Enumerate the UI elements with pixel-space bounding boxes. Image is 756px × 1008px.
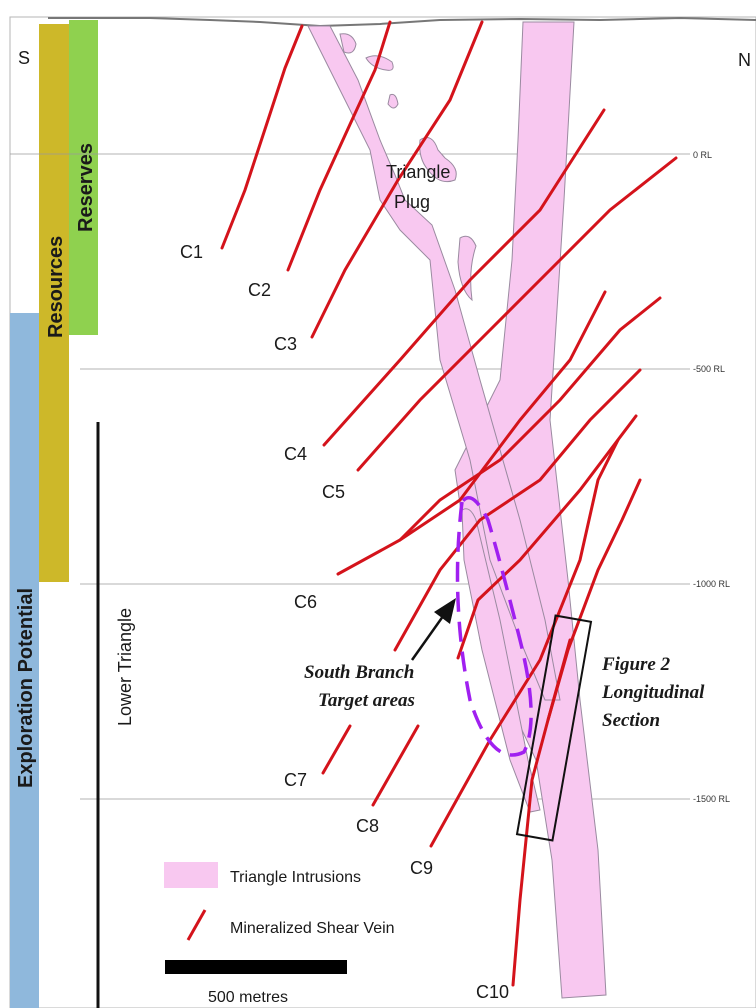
vein-label-c3: C3	[274, 334, 297, 354]
vein-c8-upper	[456, 414, 638, 660]
vein-label-c4: C4	[284, 444, 307, 464]
resources-band	[39, 24, 69, 582]
figure-label-line-1: Figure 2	[601, 654, 671, 675]
vein-c4	[322, 108, 606, 447]
shear-veins	[220, 20, 678, 987]
vein-label-c2: C2	[248, 280, 271, 300]
vein-c6-upper	[398, 296, 662, 542]
surface-line	[48, 16, 756, 28]
intrusion-plug-tail	[307, 25, 561, 701]
vein-c1	[220, 24, 304, 250]
exploration-potential-label: Exploration Potential	[15, 588, 37, 788]
vein-label-c6: C6	[294, 592, 317, 612]
vein-c5	[356, 156, 678, 472]
vein-c6	[336, 290, 607, 576]
intrusion-main-body	[454, 21, 607, 999]
vein-c7	[321, 724, 352, 775]
rl-label-1500: -1500 RL	[693, 794, 730, 804]
vein-label-c5: C5	[322, 482, 345, 502]
target-label-line-1: South Branch	[304, 662, 414, 683]
direction-south: S	[18, 48, 30, 68]
reserves-band	[69, 20, 98, 335]
legend-intrusion-swatch	[164, 862, 218, 888]
intrusion-blob-4	[457, 235, 477, 302]
vein-label-c7: C7	[284, 770, 307, 790]
plug-label-line-2: Plug	[394, 192, 430, 212]
target-arrow-head	[434, 598, 456, 624]
vein-label-c1: C1	[180, 242, 203, 262]
vein-label-c8: C8	[356, 816, 379, 836]
target-arrow-shaft	[410, 611, 448, 661]
figure-label-line-2: Longitudinal	[601, 682, 705, 703]
vein-label-c9: C9	[410, 858, 433, 878]
rl-label-0: 0 RL	[693, 150, 712, 160]
vein-c8	[371, 724, 420, 807]
lower-triangle-label: Lower Triangle	[115, 608, 135, 726]
direction-north: N	[738, 50, 751, 70]
figure-label-line-3: Section	[602, 710, 660, 731]
intrusion-blob-3	[387, 93, 399, 109]
vein-c7-upper	[393, 368, 642, 652]
legend-intrusions-label: Triangle Intrusions	[230, 869, 361, 886]
vein-label-c10: C10	[476, 982, 509, 1002]
vein-c9	[429, 438, 620, 848]
target-label-line-2: Target areas	[318, 690, 415, 711]
resources-label: Resources	[45, 236, 67, 338]
rl-label-1000: -1000 RL	[693, 579, 730, 589]
longitudinal-section-box	[515, 614, 593, 842]
scale-bar	[165, 960, 347, 974]
scale-label: 500 metres	[208, 989, 288, 1006]
vein-c3	[310, 20, 484, 339]
vein-c10-splay	[546, 638, 572, 722]
intrusion-blob-1	[339, 33, 357, 54]
vein-c2	[286, 20, 392, 272]
exploration-potential-band	[10, 313, 39, 1008]
legend-vein-label: Mineralized Shear Vein	[230, 920, 395, 937]
legend-vein-swatch	[186, 909, 207, 941]
intrusion-south-branch	[461, 508, 541, 813]
plug-label-line-1: Triangle	[386, 162, 450, 182]
intrusion-plug-head	[419, 137, 457, 183]
rl-label-500: -500 RL	[693, 364, 725, 374]
reserves-label: Reserves	[75, 143, 97, 232]
target-area-outline	[455, 496, 533, 757]
